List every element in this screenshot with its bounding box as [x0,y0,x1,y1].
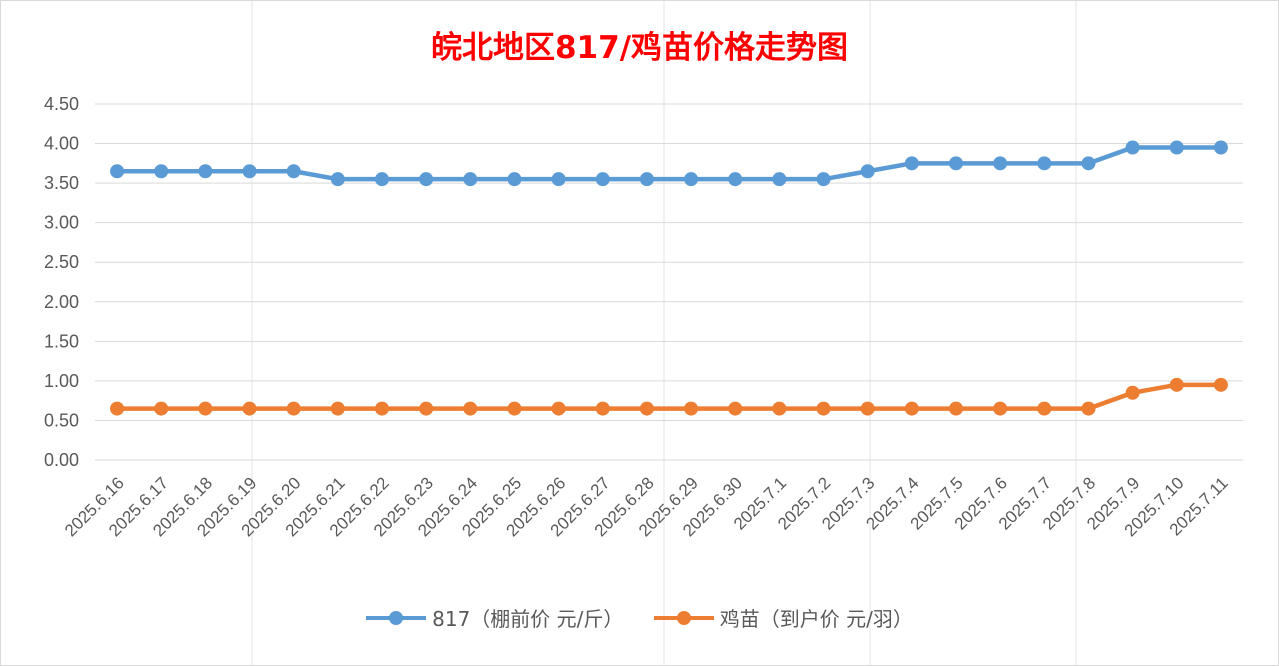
data-point-817 [993,156,1008,171]
data-point-817 [375,172,389,187]
data-point-817 [330,172,345,187]
data-point-chick [330,401,345,416]
data-point-chick [419,401,434,416]
series-line-817 [114,145,1224,182]
data-point-817 [816,172,831,187]
data-point-817 [639,172,654,187]
data-point-chick [728,401,743,416]
data-point-chick [242,401,257,416]
data-point-chick [1125,385,1140,400]
data-point-chick [110,401,125,416]
data-point-chick [684,401,699,416]
y-tick-label: 1.50 [44,331,79,351]
data-point-817 [110,164,125,179]
y-tick-label: 3.50 [44,173,79,193]
data-point-chick [286,401,301,416]
legend-item-817[interactable]: 817（棚前价 元/斤） [366,603,623,632]
y-tick-label: 3.00 [44,213,79,233]
data-point-chick [1169,377,1184,392]
data-point-chick [772,401,787,416]
data-point-817 [1037,156,1052,171]
data-point-chick [1037,401,1052,416]
data-point-chick [639,401,654,416]
data-point-chick [1213,377,1228,392]
data-point-chick [993,401,1008,416]
y-tick-label: 2.50 [44,252,79,272]
data-point-817 [1169,140,1184,155]
data-point-817 [286,164,301,179]
chart-title: 皖北地区817/鸡苗价格走势图 [430,30,849,66]
data-point-817 [507,172,522,187]
data-point-817 [463,172,478,187]
legend-item-chick[interactable]: 鸡苗（到户价 元/羽） [653,603,913,632]
data-point-chick [463,401,478,416]
legend-label-chick: 鸡苗（到户价 元/羽） [719,607,913,631]
data-point-chick [198,401,213,416]
data-point-chick [816,401,831,416]
data-point-817 [419,172,434,187]
data-point-chick [1081,401,1096,416]
data-point-chick [949,401,963,416]
data-point-817 [595,172,610,187]
legend-swatch-blue [366,608,427,628]
data-point-chick [595,401,610,416]
data-point-chick [860,401,875,416]
data-point-817 [949,156,963,171]
data-point-chick [375,401,389,416]
data-point-817 [154,164,169,179]
series-line-chick [114,382,1224,411]
data-point-817 [860,164,875,179]
data-point-817 [1081,156,1096,171]
data-point-817 [198,164,213,179]
data-point-chick [551,401,566,416]
data-point-817 [242,164,257,179]
y-tick-label: 0.50 [44,410,79,430]
data-point-817 [684,172,699,187]
data-point-817 [772,172,787,187]
data-point-chick [904,401,919,416]
y-tick-label: 1.00 [44,371,79,391]
data-point-chick [154,401,169,416]
y-tick-label: 4.00 [44,134,79,154]
legend-swatch-orange [653,608,714,628]
data-point-817 [1213,140,1228,155]
data-point-817 [551,172,566,187]
data-point-chick [507,401,522,416]
y-tick-label: 4.50 [44,94,79,114]
y-tick-label: 0.00 [44,450,79,470]
data-point-817 [1125,140,1140,155]
legend-label-817: 817（棚前价 元/斤） [432,607,624,631]
data-point-817 [728,172,743,187]
legend: 817（棚前价 元/斤） 鸡苗（到户价 元/羽） [0,603,1279,633]
data-point-817 [904,156,919,171]
y-tick-label: 2.00 [44,292,79,312]
